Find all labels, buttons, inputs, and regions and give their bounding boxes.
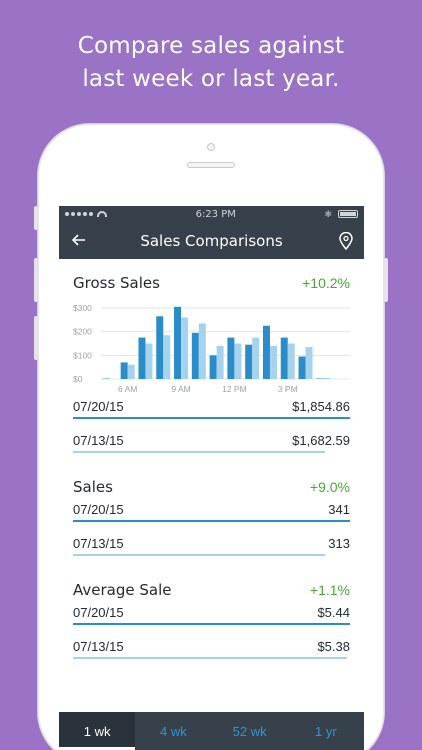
status-time: 6:23 PM [195, 208, 236, 220]
previous-value: 313 [328, 536, 350, 551]
app-screen: 6:23 PM ✱ Sales Comparisons Gross Sales … [59, 206, 364, 750]
average-sale-previous-row: 07/13/15 $5.38 [73, 635, 350, 659]
gross-sales-title: Gross Sales [73, 274, 160, 292]
previous-value: $1,682.59 [292, 433, 350, 448]
page-title: Sales Comparisons [140, 231, 283, 250]
current-comparison-line [73, 417, 350, 419]
status-bar: 6:23 PM ✱ [59, 206, 364, 222]
current-date: 07/20/15 [73, 605, 124, 620]
average-sale-delta: +1.1% [309, 582, 350, 598]
phone-camera [207, 143, 215, 151]
x-tick-label: 12 PM [222, 384, 247, 394]
average-sale-current-row: 07/20/15 $5.44 [73, 601, 350, 625]
sales-delta: +9.0% [309, 479, 350, 495]
previous-date: 07/13/15 [73, 536, 124, 551]
wifi-icon [97, 211, 107, 217]
phone-speaker [187, 162, 235, 168]
tab-52-weeks[interactable]: 52 wk [232, 723, 267, 739]
bar-previous [305, 347, 313, 379]
signal-icon [65, 212, 93, 216]
battery-icon [338, 210, 358, 218]
previous-date: 07/13/15 [73, 639, 124, 654]
previous-value: $5.38 [317, 639, 350, 654]
average-sale-section: Average Sale +1.1% 07/20/15 $5.44 07/13/… [73, 556, 350, 659]
bar-previous [323, 377, 331, 379]
previous-date: 07/13/15 [73, 433, 124, 448]
bar-current [280, 337, 288, 379]
sales-previous-row: 07/13/15 313 [73, 532, 350, 556]
gross-sales-previous-row: 07/13/15 $1,682.59 [73, 429, 350, 453]
previous-comparison-line [73, 451, 326, 453]
bar-current [262, 325, 270, 379]
current-comparison-line [73, 520, 350, 522]
tab-1-year[interactable]: 1 yr [315, 723, 337, 739]
bar-current [298, 356, 306, 379]
bar-current [156, 316, 164, 379]
map-pin-icon[interactable] [338, 231, 354, 251]
bar-previous [287, 343, 295, 379]
marketing-headline: Compare sales against last week or last … [0, 30, 422, 96]
tab-1-week[interactable]: 1 wk [59, 712, 136, 750]
headline-line-1: Compare sales against [77, 33, 345, 59]
gross-sales-current-row: 07/20/15 $1,854.86 [73, 395, 350, 419]
bar-previous [127, 364, 135, 379]
x-tick-label: 6 AM [118, 384, 137, 394]
bar-previous [181, 317, 189, 379]
bar-current [209, 355, 217, 379]
bar-previous [216, 345, 224, 379]
phone-volume-down [34, 316, 38, 360]
gross-sales-delta: +10.2% [302, 275, 350, 291]
bar-previous [163, 335, 171, 379]
back-arrow-icon[interactable] [59, 230, 99, 251]
bar-current [245, 344, 253, 379]
bar-previous [269, 345, 277, 379]
previous-comparison-line [73, 657, 348, 659]
x-tick-label: 9 AM [171, 384, 190, 394]
phone-volume-up [34, 258, 38, 302]
current-date: 07/20/15 [73, 399, 124, 414]
current-value: $5.44 [317, 605, 350, 620]
bar-previous [198, 323, 206, 379]
phone-power-button [384, 258, 388, 302]
y-tick-label: $300 [73, 303, 92, 313]
y-tick-label: $200 [73, 327, 92, 337]
bar-previous [252, 337, 260, 379]
gross-sales-chart: $300 $200 $100 $0 6 AM 9 AM 12 PM 3 PM [73, 300, 350, 395]
headline-line-2: last week or last year. [82, 66, 340, 92]
bar-current [120, 362, 128, 379]
sales-current-row: 07/20/15 341 [73, 498, 350, 522]
gross-sales-section: Gross Sales +10.2% $300 $200 $100 $0 6 AM 9 A… [73, 259, 350, 453]
previous-comparison-line [73, 554, 326, 556]
average-sale-title: Average Sale [73, 581, 172, 599]
current-date: 07/20/15 [73, 502, 124, 517]
bar-current [191, 332, 199, 379]
phone-mute-switch [34, 206, 38, 230]
current-value: $1,854.86 [292, 399, 350, 414]
tab-4-weeks[interactable]: 4 wk [160, 723, 187, 739]
bar-current [138, 337, 146, 379]
bar-previous [145, 343, 153, 379]
x-tick-label: 3 PM [278, 384, 298, 394]
nav-bar: Sales Comparisons [59, 222, 364, 259]
y-tick-label: $100 [73, 350, 92, 360]
bar-current [227, 337, 235, 379]
sales-section: Sales +9.0% 07/20/15 341 07/13/15 313 [73, 453, 350, 556]
current-comparison-line [73, 623, 350, 625]
bluetooth-icon: ✱ [324, 208, 332, 219]
period-tab-bar: 1 wk 4 wk 52 wk 1 yr [59, 712, 364, 750]
comparison-content: Gross Sales +10.2% $300 $200 $100 $0 6 AM 9 A… [59, 259, 364, 659]
bar-previous [234, 343, 242, 379]
y-tick-label: $0 [73, 374, 83, 384]
bar-current [174, 306, 182, 379]
current-value: 341 [328, 502, 350, 517]
bar-chart: $300 $200 $100 $0 6 AM 9 AM 12 PM 3 PM [73, 303, 350, 394]
sales-title: Sales [73, 478, 113, 496]
